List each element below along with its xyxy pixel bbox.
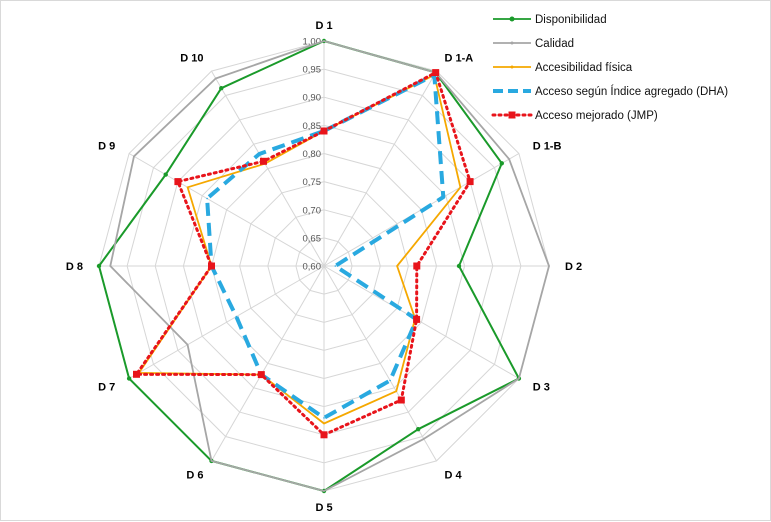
data-point-d-4 [397, 396, 405, 404]
data-point-d-7 [235, 315, 238, 318]
legend-item-acceso-mejorado-jmp: Acceso mejorado (JMP) [491, 110, 658, 122]
data-point-d-1-b [466, 178, 474, 186]
axis-label-d-9: D 9 [98, 141, 115, 153]
data-point-d-10 [219, 86, 224, 91]
data-point-d-8 [96, 263, 102, 269]
data-point-d-1 [323, 40, 325, 42]
data-point-d-1-a [432, 69, 440, 77]
axis-label-d-8: D 8 [66, 261, 83, 273]
grid-spoke [128, 265, 325, 379]
data-point-d-8 [208, 262, 215, 270]
data-point-d-6 [257, 371, 265, 379]
legend-swatch-marker [510, 65, 514, 69]
data-point-d-7 [126, 376, 132, 381]
data-point-d-9 [163, 172, 168, 177]
data-point-d-3 [518, 377, 520, 380]
series-line [137, 74, 462, 425]
data-point-d-5 [323, 490, 325, 492]
data-point-d-9 [186, 186, 189, 189]
tick-label: 0,75 [303, 177, 322, 188]
data-point-d-2 [456, 263, 462, 269]
axis-label-d-10: D 10 [180, 52, 203, 64]
data-point-d-3 [413, 315, 421, 323]
data-point-d-5 [323, 417, 325, 419]
data-point-d-10 [214, 77, 217, 80]
data-point-d-9 [174, 178, 182, 186]
legend-label: Disponibilidad [535, 14, 607, 26]
series-lines [96, 38, 550, 494]
legend-item-disponibilidad: Disponibilidad [493, 14, 607, 26]
legend-label: Acceso mejorado (JMP) [535, 110, 658, 122]
data-point-d-7 [133, 370, 140, 378]
grid-spoke [128, 153, 325, 267]
data-point-d-9 [206, 197, 208, 200]
legend-swatch-marker [510, 41, 514, 45]
tick-label: 0,90 [303, 93, 322, 104]
legend-swatch-marker [509, 16, 515, 22]
data-point-d-2 [334, 265, 337, 267]
tick-label: 0,70 [303, 205, 322, 216]
data-point-d-4 [416, 427, 421, 432]
legend: Disponibilidad Calidad Accesibilidad físic… [491, 14, 728, 122]
data-point-d-10 [260, 157, 267, 165]
axis-label-d-1-a: D 1-A [445, 52, 474, 64]
axis-label-d-3: D 3 [533, 382, 550, 394]
data-point-d-5 [320, 431, 328, 439]
legend-item-accesibilidad-fisica: Accesibilidad física [493, 62, 633, 74]
grid-spoke [323, 265, 520, 379]
data-point-d-6 [210, 460, 213, 462]
data-point-d-2 [396, 265, 398, 267]
axis-label-d-7: D 7 [98, 382, 115, 394]
series-acceso-mejorado-jmp [133, 69, 474, 439]
data-point-d-1 [320, 127, 328, 135]
axis-label-d-2: D 2 [565, 261, 582, 273]
axis-labels: D 1 D 1-A D 1-B D 2 D 3 D 4 D 5 D 6 D 7 D 8 D 9 D 1… [66, 20, 582, 514]
tick-label: 0,80 [303, 149, 322, 160]
axis-label-d-6: D 6 [186, 470, 203, 482]
tick-label: 0,85 [303, 121, 322, 132]
tick-label: 0,60 [303, 262, 322, 273]
data-point-d-4 [395, 390, 398, 393]
axis-label-d-5: D 5 [315, 502, 332, 514]
legend-label: Calidad [535, 38, 574, 50]
data-point-d-7 [186, 344, 189, 346]
legend-item-acceso-segun-indice-agregado-dha: Acceso según Índice agregado (DHA) [493, 85, 728, 98]
legend-item-calidad: Calidad [493, 38, 574, 50]
data-point-d-1-b [508, 158, 510, 160]
legend-swatch-marker [508, 111, 516, 119]
axis-label-d-4: D 4 [445, 470, 463, 482]
legend-label: Acceso según Índice agregado (DHA) [535, 85, 728, 98]
tick-label: 0,95 [303, 65, 322, 76]
data-point-d-1-b [499, 161, 504, 166]
data-point-d-5 [323, 422, 325, 425]
tick-label: 0,65 [303, 233, 322, 244]
data-point-d-4 [423, 438, 425, 440]
data-point-d-2 [548, 265, 550, 267]
data-point-d-10 [258, 153, 261, 155]
grid-spoke [323, 70, 437, 267]
axis-label-d-1: D 1 [315, 20, 332, 32]
data-point-d-9 [133, 155, 135, 158]
data-point-d-1-b [459, 186, 462, 189]
data-point-d-1-b [442, 196, 445, 198]
data-point-d-4 [389, 379, 391, 382]
tick-labels: 0,60 0,65 0,70 0,75 0,80 0,85 0,90 0,95 1,00 [303, 37, 322, 273]
data-point-d-8 [109, 265, 112, 267]
axis-label-d-1-b: D 1-B [533, 141, 562, 153]
grid-spoke [211, 265, 325, 462]
tick-label: 1,00 [303, 37, 322, 48]
legend-label: Accesibilidad física [535, 62, 633, 74]
data-point-d-2 [413, 262, 421, 270]
grid-spoke [211, 70, 325, 267]
